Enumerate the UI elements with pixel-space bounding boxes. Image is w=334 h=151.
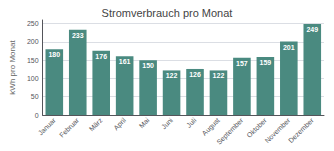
svg-text:250: 250 bbox=[27, 20, 39, 27]
svg-text:September: September bbox=[215, 116, 245, 146]
svg-text:157: 157 bbox=[236, 60, 248, 67]
svg-text:Oktober: Oktober bbox=[245, 116, 268, 139]
svg-text:201: 201 bbox=[283, 44, 295, 51]
svg-text:150: 150 bbox=[27, 57, 39, 64]
svg-text:249: 249 bbox=[306, 26, 318, 33]
svg-text:Juni: Juni bbox=[160, 116, 174, 130]
svg-text:176: 176 bbox=[95, 53, 107, 60]
svg-text:100: 100 bbox=[27, 75, 39, 82]
svg-text:122: 122 bbox=[213, 72, 225, 79]
svg-text:Stromverbrauch pro Monat: Stromverbrauch pro Monat bbox=[102, 7, 233, 19]
svg-text:Juli: Juli bbox=[185, 116, 198, 129]
svg-text:April: April bbox=[112, 116, 128, 132]
svg-text:50: 50 bbox=[31, 93, 39, 100]
svg-text:180: 180 bbox=[48, 51, 60, 58]
svg-text:kWh pro Monat: kWh pro Monat bbox=[8, 40, 17, 95]
svg-text:August: August bbox=[201, 116, 222, 137]
svg-text:150: 150 bbox=[142, 62, 154, 69]
svg-text:126: 126 bbox=[189, 71, 201, 78]
svg-text:Februar: Februar bbox=[58, 116, 81, 139]
svg-text:122: 122 bbox=[166, 72, 178, 79]
svg-text:März: März bbox=[88, 116, 104, 132]
svg-text:159: 159 bbox=[260, 59, 272, 66]
svg-text:Dezember: Dezember bbox=[287, 116, 315, 144]
svg-text:0: 0 bbox=[35, 112, 39, 119]
svg-text:Januar: Januar bbox=[37, 116, 58, 137]
svg-text:November: November bbox=[263, 116, 292, 145]
svg-text:200: 200 bbox=[27, 38, 39, 45]
svg-text:233: 233 bbox=[72, 32, 84, 39]
svg-text:161: 161 bbox=[119, 58, 131, 65]
svg-text:Mai: Mai bbox=[138, 116, 151, 129]
